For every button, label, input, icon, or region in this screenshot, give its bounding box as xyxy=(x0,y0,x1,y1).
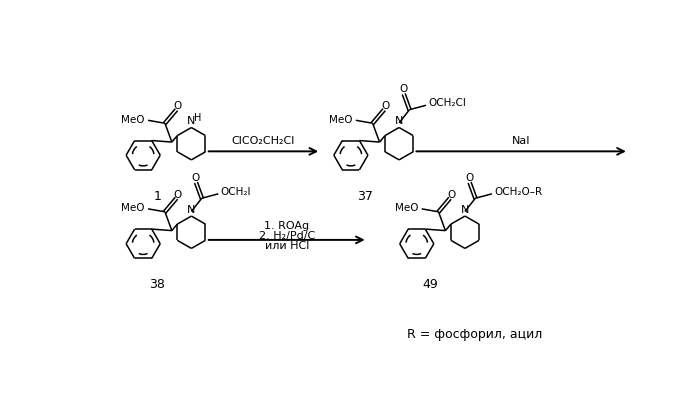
Text: O: O xyxy=(381,102,389,111)
Text: MeO: MeO xyxy=(395,203,419,213)
Text: ClCO₂CH₂Cl: ClCO₂CH₂Cl xyxy=(232,136,295,146)
Text: N: N xyxy=(187,117,196,126)
Text: O: O xyxy=(447,190,455,200)
Text: O: O xyxy=(192,173,200,183)
Text: 38: 38 xyxy=(149,278,165,291)
Text: N: N xyxy=(395,117,403,126)
Text: или HCl: или HCl xyxy=(264,241,309,251)
Text: MeO: MeO xyxy=(122,203,145,213)
Text: O: O xyxy=(173,102,182,111)
Text: OCH₂O–R: OCH₂O–R xyxy=(494,186,542,197)
Text: MeO: MeO xyxy=(329,115,353,124)
Text: MeO: MeO xyxy=(122,115,145,124)
Text: O: O xyxy=(465,173,473,183)
Text: OCH₂I: OCH₂I xyxy=(221,186,251,197)
Text: 1. ROAg: 1. ROAg xyxy=(264,221,309,231)
Text: R = фосфорил, ацил: R = фосфорил, ацил xyxy=(408,328,542,341)
Text: O: O xyxy=(173,190,182,200)
Text: 37: 37 xyxy=(357,190,373,203)
Text: H: H xyxy=(194,113,201,122)
Text: NaI: NaI xyxy=(512,136,531,146)
Text: 49: 49 xyxy=(423,278,438,291)
Text: N: N xyxy=(461,205,469,215)
Text: 1: 1 xyxy=(153,190,161,203)
Text: N: N xyxy=(187,205,196,215)
Text: OCH₂Cl: OCH₂Cl xyxy=(428,98,466,108)
Text: O: O xyxy=(399,84,408,94)
Text: 2. H₂/Pd/C: 2. H₂/Pd/C xyxy=(259,231,315,241)
